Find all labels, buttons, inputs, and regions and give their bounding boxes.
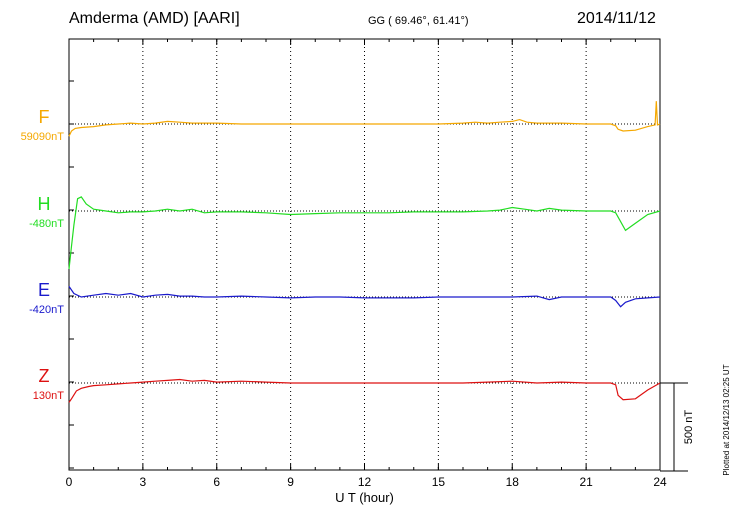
x-tick-label-9: 9 [287, 475, 294, 489]
x-tick-label-15: 15 [432, 475, 446, 489]
baseline-label-F: 59090nT [21, 131, 65, 143]
series-line-H [68, 196, 661, 270]
baseline-label-Z: 130nT [33, 390, 64, 402]
series-name-Z: Z [39, 366, 50, 386]
plot-date: 2014/11/12 [577, 10, 656, 27]
x-axis-label: U T (hour) [335, 490, 394, 505]
x-tick-label-3: 3 [140, 475, 147, 489]
series-line-Z [68, 378, 661, 403]
series-line-F [68, 101, 661, 137]
scale-bar-label: 500 nT [683, 410, 695, 445]
x-tick-label-6: 6 [213, 475, 220, 489]
x-tick-label-21: 21 [579, 475, 593, 489]
station-coordinates: GG ( 69.46°, 61.41°) [368, 15, 469, 27]
x-tick-label-12: 12 [358, 475, 372, 489]
baseline-label-E: -420nT [29, 304, 64, 316]
station-title: Amderma (AMD) [AARI] [69, 10, 240, 27]
series-name-F: F [39, 107, 50, 127]
series-line-E [68, 286, 661, 308]
plotted-timestamp: Plotted at 2014/12/13 02:25 UT [722, 364, 730, 476]
series-name-H: H [38, 194, 51, 214]
series-name-E: E [38, 280, 50, 300]
x-tick-label-18: 18 [506, 475, 520, 489]
baseline-label-H: -480nT [29, 218, 64, 230]
x-tick-label-0: 0 [66, 475, 73, 489]
x-tick-label-24: 24 [653, 475, 667, 489]
